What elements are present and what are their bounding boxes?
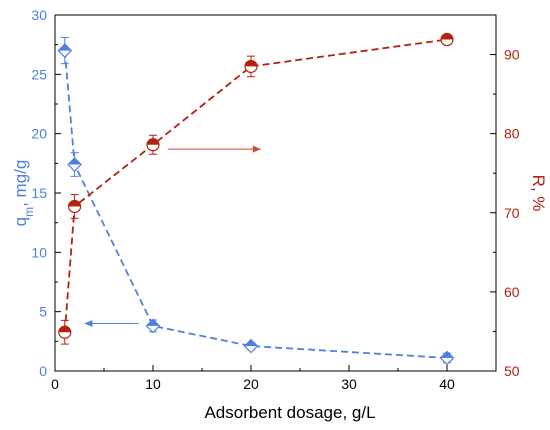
arrow-to-right-axis-head <box>252 145 261 153</box>
y-left-tick-label: 10 <box>31 244 47 260</box>
y-left-tick-label: 25 <box>31 66 47 82</box>
x-tick-label: 0 <box>51 376 59 392</box>
plot-frame <box>54 14 497 372</box>
series-layer <box>57 32 455 366</box>
qm-series-line <box>63 50 448 359</box>
x-tick-label: 40 <box>439 376 455 392</box>
x-tick-label: 20 <box>243 376 259 392</box>
qm-data-point <box>440 351 454 358</box>
y-left-tick-label: 15 <box>31 185 47 201</box>
y-right-tick-label: 50 <box>504 363 520 379</box>
y-left-tick-label: 0 <box>39 363 47 379</box>
y-right-tick-label: 70 <box>504 205 520 221</box>
y-right-tick-label: 90 <box>504 47 520 63</box>
r-data-point <box>245 60 257 67</box>
qm-data-point <box>68 158 82 165</box>
arrow-to-left-axis-head <box>84 320 93 328</box>
r-data-point <box>441 33 453 40</box>
annotation-layer <box>84 145 261 328</box>
y-left-tick-label: 5 <box>39 304 47 320</box>
y-right-tick-label: 80 <box>504 126 520 142</box>
axes-layer: 0 10 20 30 40 0 5 10 15 20 25 30 50 60 70 80 90 <box>31 7 519 392</box>
x-tick-label: 10 <box>145 376 161 392</box>
r-series-line <box>63 38 448 333</box>
r-data-point <box>68 200 81 207</box>
qm-data-point <box>244 339 258 347</box>
r-data-point <box>58 326 71 333</box>
x-axis-title: Adsorbent dosage, g/L <box>204 403 375 422</box>
y-right-axis-title: R, % <box>529 175 548 212</box>
y-left-tick-label: 30 <box>31 7 47 23</box>
y-left-axis-title: qm, mg/g <box>11 160 36 227</box>
r-data-point <box>147 138 159 145</box>
y-left-tick-label: 20 <box>31 126 47 142</box>
x-tick-label: 30 <box>341 376 357 392</box>
qm-data-point <box>58 44 72 51</box>
qm-data-point <box>146 319 160 326</box>
y-right-tick-label: 60 <box>504 284 520 300</box>
